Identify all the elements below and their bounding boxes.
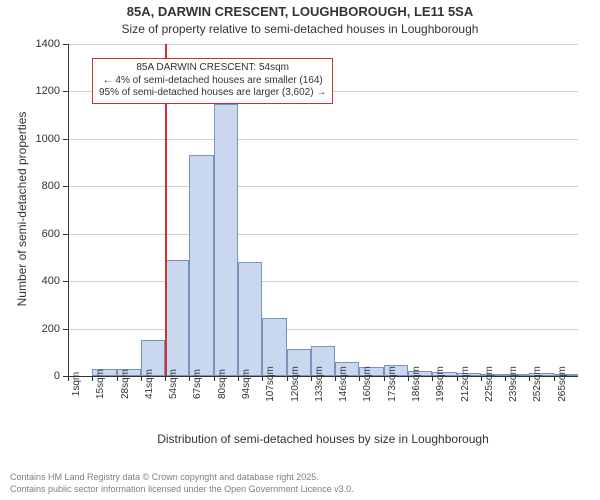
histogram-bar — [189, 155, 213, 376]
annotation-box: 85A DARWIN CRESCENT: 54sqm← 4% of semi-d… — [92, 58, 333, 104]
x-tick-label: 41sqm — [144, 369, 155, 399]
histogram-bar — [165, 260, 189, 376]
x-tick-label: 186sqm — [411, 366, 422, 402]
x-tick-label: 120sqm — [290, 366, 301, 402]
x-tick-label: 160sqm — [362, 366, 373, 402]
y-axis-label: Number of semi-detached properties — [15, 59, 29, 359]
grid-line — [68, 234, 578, 235]
grid-line — [68, 44, 578, 45]
y-tick-label: 0 — [0, 370, 60, 382]
x-tick-label: 133sqm — [314, 366, 325, 402]
x-tick-label: 94sqm — [241, 369, 252, 399]
y-tick-label: 400 — [0, 275, 60, 287]
y-tick-label: 1200 — [0, 85, 60, 97]
x-axis-label: Distribution of semi-detached houses by … — [68, 432, 578, 446]
grid-line — [68, 329, 578, 330]
grid-line — [68, 281, 578, 282]
y-tick-label: 1000 — [0, 133, 60, 145]
x-tick-label: 225sqm — [484, 366, 495, 402]
x-tick-label: 146sqm — [338, 366, 349, 402]
chart-subtitle: Size of property relative to semi-detach… — [0, 22, 600, 36]
x-tick-label: 67sqm — [192, 369, 203, 399]
annotation-line: 85A DARWIN CRESCENT: 54sqm — [99, 62, 326, 75]
x-tick-label: 15sqm — [95, 369, 106, 399]
annotation-line: ← 4% of semi-detached houses are smaller… — [99, 75, 326, 88]
x-tick-label: 239sqm — [508, 366, 519, 402]
plot-area: 85A DARWIN CRESCENT: 54sqm← 4% of semi-d… — [68, 44, 578, 376]
x-tick-label: 107sqm — [265, 366, 276, 402]
y-tick-label: 800 — [0, 180, 60, 192]
grid-line — [68, 139, 578, 140]
x-axis-line — [68, 376, 578, 377]
y-tick-label: 1400 — [0, 38, 60, 50]
annotation-line: 95% of semi-detached houses are larger (… — [99, 87, 326, 100]
x-tick-label: 252sqm — [532, 366, 543, 402]
chart-title: 85A, DARWIN CRESCENT, LOUGHBOROUGH, LE11… — [0, 4, 600, 19]
x-tick-label: 199sqm — [435, 366, 446, 402]
x-tick-label: 54sqm — [168, 369, 179, 399]
y-axis-line — [68, 44, 69, 376]
footer-line-2: Contains public sector information licen… — [10, 484, 354, 494]
y-tick-label: 200 — [0, 323, 60, 335]
x-tick-label: 173sqm — [387, 366, 398, 402]
y-tick-label: 600 — [0, 228, 60, 240]
histogram-bar — [214, 104, 238, 376]
histogram-bar — [238, 262, 262, 376]
footer-line-1: Contains HM Land Registry data © Crown c… — [10, 472, 319, 482]
x-tick-label: 80sqm — [217, 369, 228, 399]
x-tick-label: 265sqm — [557, 366, 568, 402]
x-tick-label: 212sqm — [460, 366, 471, 402]
grid-line — [68, 186, 578, 187]
x-tick-label: 28sqm — [120, 369, 131, 399]
